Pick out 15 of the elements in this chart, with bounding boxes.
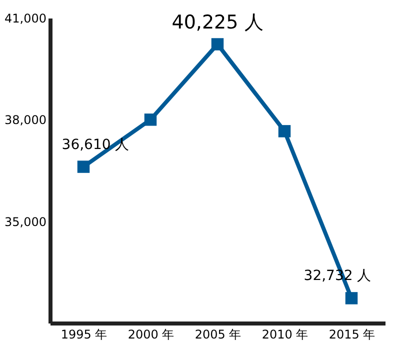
point (211, 38, 224, 50)
x-tick-label: 2010 年 (262, 328, 308, 342)
data-label: 40,225 人 (172, 11, 264, 34)
point (77, 160, 90, 173)
x-tick-label: 2005 年 (194, 328, 242, 342)
data-label: 36,610 人 (62, 136, 130, 153)
y-tick-label: 38,000 (4, 113, 46, 128)
point (345, 292, 358, 304)
point (144, 114, 157, 126)
x-tick-label: 1995 年 (60, 328, 108, 342)
x-tick-label: 2000 年 (128, 328, 174, 342)
point (278, 125, 291, 138)
y-tick-label: 41,000 (4, 12, 46, 26)
y-tick-label: 35,000 (4, 214, 46, 229)
x-tick-label: 2015 年 (328, 328, 376, 342)
